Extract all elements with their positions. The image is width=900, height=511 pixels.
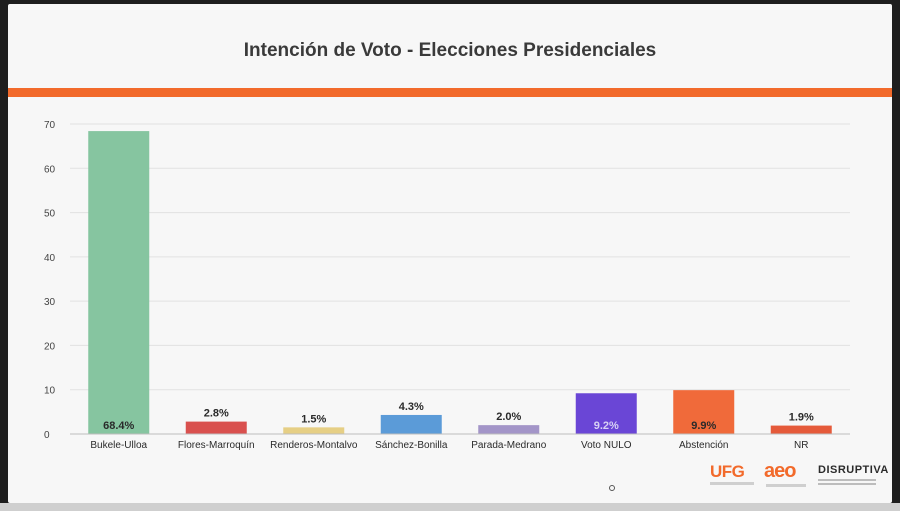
bar-4 (478, 425, 540, 434)
title-divider (8, 88, 892, 97)
data-label: 9.2% (594, 420, 619, 432)
bar-3 (380, 414, 442, 434)
data-label: 2.0% (496, 411, 521, 423)
y-tick-label: 30 (44, 297, 56, 308)
y-tick-label: 0 (44, 430, 50, 441)
bar-2 (283, 427, 345, 434)
data-label: 1.9% (789, 412, 814, 424)
x-tick-label: Flores-Marroquín (178, 440, 255, 451)
data-label: 2.8% (204, 408, 229, 420)
x-tick-label: Sánchez-Bonilla (375, 440, 448, 451)
ufg-logo: UFG (710, 462, 745, 481)
bar-6 (673, 390, 735, 434)
ufg-logo-tagline (710, 482, 754, 485)
slide-title: Intención de Voto - Elecciones Presidenc… (243, 40, 657, 61)
chart-bars (88, 131, 832, 435)
y-axis-ticks: 0 10 20 30 40 50 60 70 (44, 120, 56, 441)
disruptiva-logo-tagline-2 (818, 483, 876, 485)
aeo-logo: aeo (764, 460, 796, 482)
sponsor-logos: UFG aeo DISRUPTIVA (704, 460, 889, 494)
data-label: 4.3% (399, 401, 424, 413)
bar-5 (575, 393, 637, 434)
data-labels: 68.4% 2.8% 1.5% 4.3% 2.0% 9.2% 9.9% 1.9% (103, 401, 814, 432)
y-tick-label: 70 (44, 120, 56, 131)
y-tick-label: 60 (44, 164, 56, 175)
y-tick-label: 50 (44, 209, 56, 220)
bar-chart: 0 10 20 30 40 50 60 70 Bukele-Ulloa Flores-Marro… (44, 120, 850, 451)
data-label: 1.5% (301, 413, 326, 425)
x-tick-label: Bukele-Ulloa (90, 440, 147, 451)
x-tick-label: Voto NULO (581, 440, 632, 451)
disruptiva-logo: DISRUPTIVA (818, 464, 889, 476)
data-label: 68.4% (103, 420, 134, 432)
x-tick-label: Abstención (679, 440, 728, 451)
bar-1 (185, 421, 247, 434)
bar-0 (88, 131, 150, 435)
data-label: 9.9% (691, 420, 716, 432)
x-tick-label: NR (794, 440, 808, 451)
presentation-slide: Intención de Voto - Elecciones Presidenc… (8, 4, 892, 503)
x-tick-label: Renderos-Montalvo (270, 440, 358, 451)
y-tick-label: 40 (44, 253, 56, 264)
x-tick-label: Parada-Medrano (471, 440, 546, 451)
aeo-logo-tagline (766, 484, 806, 487)
disruptiva-logo-tagline (818, 479, 876, 481)
mouse-cursor (609, 485, 615, 491)
x-axis-labels: Bukele-Ulloa Flores-Marroquín Renderos-Mon… (90, 440, 808, 451)
chart-gridlines (70, 123, 850, 391)
y-tick-label: 10 (44, 386, 56, 397)
window-bottom-bar (0, 503, 900, 511)
y-tick-label: 20 (44, 341, 56, 352)
bar-7 (770, 425, 832, 434)
